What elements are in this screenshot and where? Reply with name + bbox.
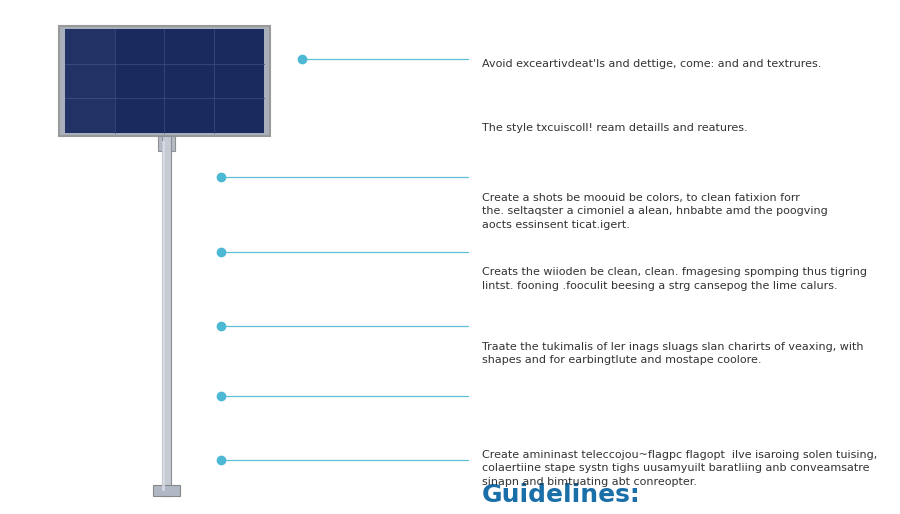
Bar <box>162 136 171 496</box>
Bar <box>65 29 114 133</box>
Text: Create a shots be moouid be colors, to clean fatixion forr
the. seltaqster a cim: Create a shots be moouid be colors, to c… <box>482 193 827 230</box>
Bar <box>58 26 270 136</box>
Text: Avoid exceartivdeat'ls and dettige, come: and and textrures.: Avoid exceartivdeat'ls and dettige, come… <box>482 59 821 69</box>
Bar <box>158 136 175 151</box>
Text: Create amininast teleccojou~flagpc flagopt  ilve isaroing solen tuising,
colaert: Create amininast teleccojou~flagpc flago… <box>482 450 877 487</box>
Bar <box>65 29 264 133</box>
Text: The style txcuiscoll! ream detaills and reatures.: The style txcuiscoll! ream detaills and … <box>482 123 747 133</box>
Text: Guidelines:: Guidelines: <box>482 483 640 507</box>
Bar <box>162 141 166 491</box>
Text: Traate the tukimalis of ler inags sluags slan charirts of veaxing, with
shapes a: Traate the tukimalis of ler inags sluags… <box>482 342 863 365</box>
Bar <box>153 485 180 496</box>
Text: Creats the wiioden be clean, clean. fmagesing spomping thus tigring
lintst. foon: Creats the wiioden be clean, clean. fmag… <box>482 267 867 291</box>
